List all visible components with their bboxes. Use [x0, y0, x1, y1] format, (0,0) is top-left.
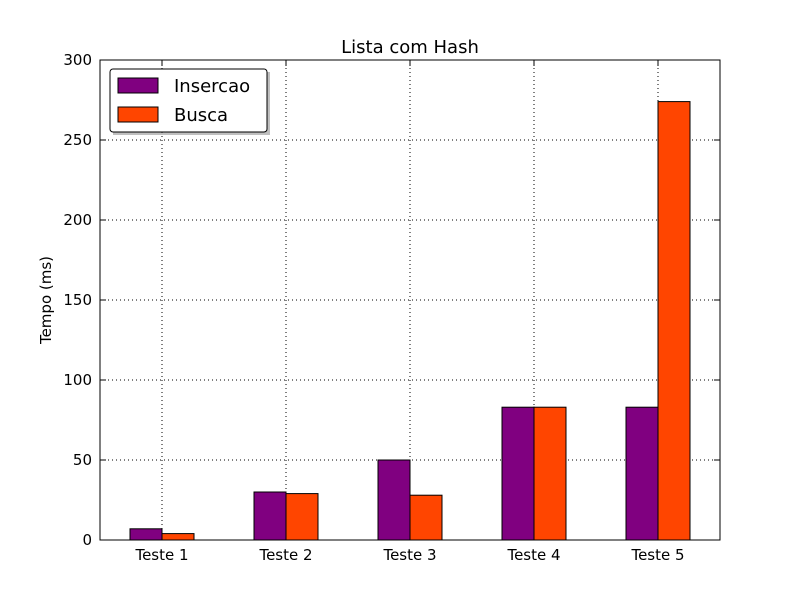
y-axis-label: Tempo (ms)	[37, 256, 55, 345]
bar-busca-teste-4	[533, 406, 567, 541]
x-tick-label-teste-2: Teste 2	[258, 546, 312, 564]
legend-swatch-busca	[117, 106, 159, 123]
bar-busca-teste-1	[161, 533, 195, 541]
bar-insercao-teste-2	[253, 491, 287, 541]
x-tick-label-teste-4: Teste 4	[506, 546, 560, 564]
plot-frame	[99, 59, 721, 541]
legend-label-insercao: Insercao	[174, 76, 250, 97]
bar-insercao-teste-4	[501, 406, 535, 541]
chart-title: Lista com Hash	[341, 37, 479, 58]
bar-busca-teste-2	[285, 493, 319, 541]
bar-insercao-teste-1	[129, 528, 163, 541]
y-tick-label-50: 50	[73, 451, 92, 469]
y-tick-label-200: 200	[63, 211, 92, 229]
bar-insercao-teste-5	[625, 406, 659, 541]
ticks-group: 0 50 100 150 200 250 300 Teste 1 Teste 2 Teste 3 T…	[63, 51, 720, 564]
bar-insercao-teste-3	[377, 459, 411, 541]
bar-busca-teste-5	[657, 101, 691, 541]
x-tick-label-teste-1: Teste 1	[134, 546, 188, 564]
x-tick-label-teste-3: Teste 3	[382, 546, 436, 564]
y-tick-label-0: 0	[82, 531, 92, 549]
bars-group	[129, 101, 691, 541]
x-tick-label-teste-5: Teste 5	[630, 546, 684, 564]
y-tick-label-250: 250	[63, 131, 92, 149]
y-tick-label-150: 150	[63, 291, 92, 309]
y-tick-label-300: 300	[63, 51, 92, 69]
legend-label-busca: Busca	[174, 105, 228, 126]
legend-swatch-insercao	[117, 77, 159, 94]
legend: Insercao Busca	[109, 68, 270, 135]
y-tick-label-100: 100	[63, 371, 92, 389]
bar-busca-teste-3	[409, 494, 443, 541]
